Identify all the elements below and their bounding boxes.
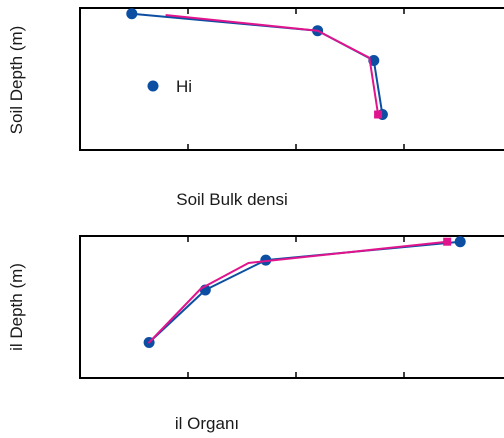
top-legend-label: Hi: [176, 77, 192, 96]
bottom-modeled-end-marker: [443, 237, 452, 246]
bottom-modeled-line: [148, 240, 449, 344]
top-legend: Hi: [147, 77, 192, 96]
top-observed-point-1: [126, 8, 138, 20]
bottom-series-layer: [143, 236, 466, 348]
top-modeled-line: [165, 14, 380, 116]
bottom-observed-point-4: [454, 236, 466, 248]
bottom-observed-point-3: [260, 254, 272, 266]
chart-panel-bottom: il Depth (m) il Organı: [7, 235, 504, 433]
top-modeled-end-marker: [374, 110, 383, 119]
top-series-layer: [126, 8, 388, 120]
top-y-axis-label: Soil Depth (m): [7, 26, 26, 135]
bottom-x-axis-label: il Organı: [175, 414, 239, 433]
bottom-y-axis-label: il Depth (m): [7, 263, 26, 351]
top-observed-line: [130, 12, 384, 116]
chart-panel-top: Soil Depth (m) Soil Bulk densi Hi: [7, 7, 504, 209]
top-legend-marker: [147, 80, 159, 92]
top-x-axis-label: Soil Bulk densi: [176, 190, 288, 209]
